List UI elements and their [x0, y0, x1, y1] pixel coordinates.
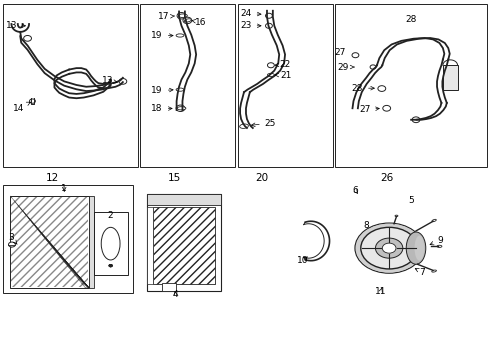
Circle shape — [266, 23, 272, 28]
Ellipse shape — [177, 107, 186, 110]
Text: 16: 16 — [192, 18, 207, 27]
Text: 11: 11 — [375, 287, 387, 296]
Text: 14: 14 — [13, 102, 30, 113]
Circle shape — [109, 265, 112, 267]
Text: 8: 8 — [363, 221, 369, 230]
Text: 19: 19 — [151, 31, 173, 40]
Ellipse shape — [101, 227, 120, 260]
Text: 21: 21 — [275, 71, 292, 80]
Ellipse shape — [176, 34, 184, 37]
Text: 18: 18 — [151, 104, 172, 113]
Text: 13: 13 — [6, 21, 25, 30]
Text: 9: 9 — [430, 236, 443, 245]
Bar — [162, 283, 175, 291]
Text: 22: 22 — [275, 60, 291, 69]
Text: 28: 28 — [405, 15, 417, 24]
Bar — [89, 196, 94, 288]
Ellipse shape — [432, 219, 436, 222]
Circle shape — [119, 78, 127, 84]
Ellipse shape — [268, 73, 274, 77]
Circle shape — [177, 13, 186, 19]
Text: 27: 27 — [359, 105, 379, 114]
Circle shape — [382, 243, 396, 253]
Ellipse shape — [432, 270, 437, 272]
Circle shape — [375, 238, 403, 258]
Ellipse shape — [415, 235, 424, 261]
Bar — [147, 194, 220, 205]
Bar — [10, 196, 89, 288]
Circle shape — [352, 53, 359, 58]
Text: 25: 25 — [251, 119, 276, 128]
Circle shape — [266, 13, 272, 18]
Circle shape — [268, 63, 274, 68]
Ellipse shape — [176, 88, 184, 91]
Circle shape — [383, 105, 391, 111]
Text: 15: 15 — [168, 173, 181, 183]
Ellipse shape — [240, 124, 248, 129]
Ellipse shape — [178, 14, 187, 18]
Ellipse shape — [406, 232, 426, 264]
Circle shape — [183, 17, 192, 24]
Bar — [11, 197, 88, 287]
Text: 17: 17 — [158, 12, 175, 21]
Circle shape — [356, 224, 422, 273]
Text: 29: 29 — [337, 63, 354, 72]
Text: 2: 2 — [108, 211, 114, 220]
Text: 5: 5 — [408, 196, 414, 205]
Text: 27: 27 — [335, 48, 346, 57]
Bar — [3, 185, 133, 293]
Bar — [140, 4, 235, 167]
Circle shape — [109, 265, 112, 267]
Circle shape — [370, 65, 376, 69]
Text: 6: 6 — [352, 186, 358, 195]
Bar — [335, 4, 487, 167]
Bar — [443, 65, 458, 90]
Text: 12: 12 — [46, 173, 59, 183]
Text: 28: 28 — [352, 84, 374, 93]
Text: 1: 1 — [61, 184, 67, 193]
Text: 23: 23 — [240, 21, 261, 30]
Bar — [147, 194, 220, 291]
Circle shape — [109, 265, 112, 267]
Circle shape — [176, 105, 185, 112]
Circle shape — [378, 86, 386, 91]
Circle shape — [109, 265, 112, 267]
Text: 4: 4 — [173, 290, 178, 299]
Circle shape — [355, 223, 423, 273]
Text: 10: 10 — [297, 256, 308, 265]
Ellipse shape — [184, 19, 191, 22]
Circle shape — [8, 242, 15, 247]
Text: 19: 19 — [151, 86, 173, 95]
Text: 3: 3 — [8, 233, 17, 244]
Circle shape — [361, 227, 417, 269]
Circle shape — [24, 36, 31, 41]
Bar — [94, 212, 128, 275]
Bar — [3, 4, 138, 167]
Ellipse shape — [395, 215, 398, 217]
Circle shape — [412, 117, 420, 123]
Bar — [147, 207, 153, 284]
Text: 24: 24 — [241, 9, 261, 18]
Text: 20: 20 — [256, 173, 269, 183]
Bar — [153, 207, 215, 284]
Circle shape — [29, 99, 35, 103]
Ellipse shape — [437, 245, 442, 247]
Bar — [238, 4, 333, 167]
Circle shape — [109, 265, 112, 267]
Text: 13: 13 — [101, 76, 117, 85]
Text: 7: 7 — [415, 268, 425, 277]
Text: 26: 26 — [380, 173, 393, 183]
